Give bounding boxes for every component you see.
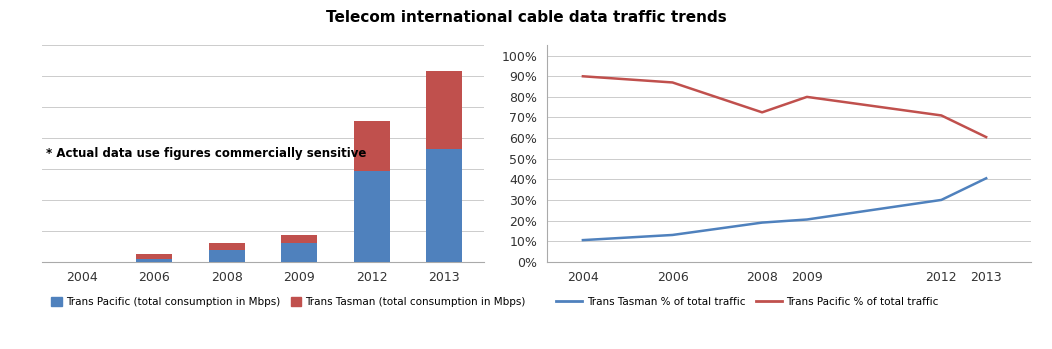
Text: * Actual data use figures commercially sensitive: * Actual data use figures commercially s…: [46, 147, 367, 160]
Bar: [353, 121, 389, 171]
Trans Tasman % of total traffic: [935, 198, 948, 202]
Bar: [426, 71, 462, 149]
Trans Pacific % of total traffic: [801, 95, 813, 99]
Trans Pacific % of total traffic: [576, 74, 589, 79]
Bar: [426, 149, 462, 262]
Text: Telecom international cable data traffic trends: Telecom international cable data traffic…: [326, 10, 726, 25]
Bar: [208, 243, 245, 250]
Line: Trans Tasman % of total traffic: Trans Tasman % of total traffic: [583, 178, 986, 240]
Bar: [281, 243, 318, 262]
Bar: [353, 171, 389, 262]
Trans Pacific % of total traffic: [979, 135, 992, 139]
Trans Tasman % of total traffic: [576, 238, 589, 242]
Bar: [208, 250, 245, 262]
Trans Tasman % of total traffic: [801, 217, 813, 222]
Trans Tasman % of total traffic: [755, 221, 768, 225]
Trans Pacific % of total traffic: [666, 80, 679, 84]
Trans Tasman % of total traffic: [666, 233, 679, 237]
Bar: [137, 254, 173, 259]
Legend: Trans Pacific (total consumption in Mbps), Trans Tasman (total consumption in Mb: Trans Pacific (total consumption in Mbps…: [47, 293, 530, 311]
Legend: Trans Tasman % of total traffic, Trans Pacific % of total traffic: Trans Tasman % of total traffic, Trans P…: [552, 293, 943, 311]
Line: Trans Pacific % of total traffic: Trans Pacific % of total traffic: [583, 76, 986, 137]
Bar: [281, 235, 318, 243]
Trans Pacific % of total traffic: [755, 110, 768, 114]
Bar: [137, 259, 173, 262]
Trans Pacific % of total traffic: [935, 113, 948, 118]
Trans Tasman % of total traffic: [979, 176, 992, 180]
